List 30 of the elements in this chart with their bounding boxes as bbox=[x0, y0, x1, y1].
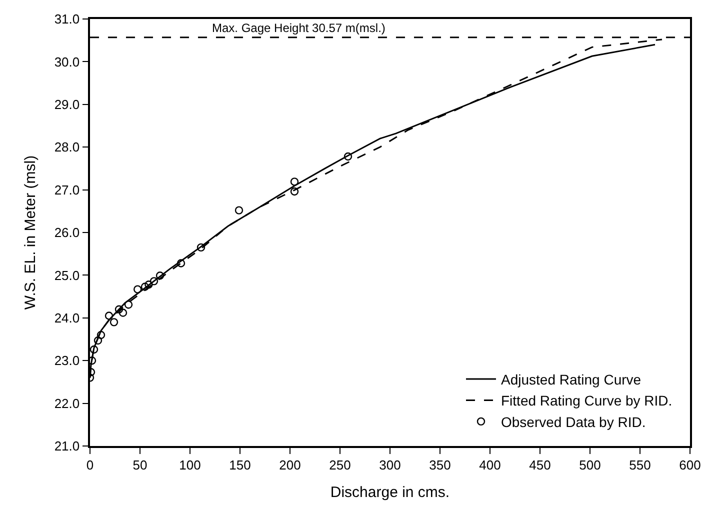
x-tick-label: 350 bbox=[429, 457, 451, 472]
y-tick-label: 25.0 bbox=[54, 268, 80, 283]
x-tick-label: 150 bbox=[229, 457, 251, 472]
x-tick-label: 200 bbox=[279, 457, 301, 472]
x-tick-label: 300 bbox=[379, 457, 401, 472]
x-tick-label: 100 bbox=[179, 457, 201, 472]
x-tick-label: 600 bbox=[679, 457, 701, 472]
x-tick-label: 50 bbox=[132, 457, 148, 472]
x-tick-label: 400 bbox=[479, 457, 501, 472]
x-axis-title: Discharge in cms. bbox=[330, 484, 450, 501]
x-tick-label: 0 bbox=[86, 457, 94, 472]
y-axis-title: W.S. EL. in Meter (msl) bbox=[22, 155, 40, 310]
y-tick-label: 31.0 bbox=[54, 12, 80, 27]
y-tick-label: 23.0 bbox=[54, 353, 80, 368]
y-tick-label: 27.0 bbox=[54, 182, 80, 198]
y-tick-label: 30.0 bbox=[54, 54, 80, 70]
x-tick-label: 550 bbox=[629, 457, 651, 472]
legend-label: Fitted Rating Curve by RID. bbox=[501, 392, 672, 409]
legend-label: Observed Data by RID. bbox=[501, 414, 646, 430]
y-tick-label: 28.0 bbox=[54, 140, 80, 155]
y-tick-label: 26.0 bbox=[54, 225, 80, 240]
ref-line-label: Max. Gage Height 30.57 m(msl.) bbox=[212, 21, 386, 35]
x-tick-label: 250 bbox=[329, 457, 351, 472]
y-tick-label: 24.0 bbox=[54, 310, 80, 326]
y-tick-label: 22.0 bbox=[54, 396, 80, 411]
legend-label: Adjusted Rating Curve bbox=[501, 372, 642, 388]
y-tick-label: 21.0 bbox=[54, 438, 80, 454]
x-tick-label: 500 bbox=[579, 457, 601, 472]
x-tick-label: 450 bbox=[529, 457, 551, 472]
y-tick-label: 29.0 bbox=[54, 96, 80, 112]
